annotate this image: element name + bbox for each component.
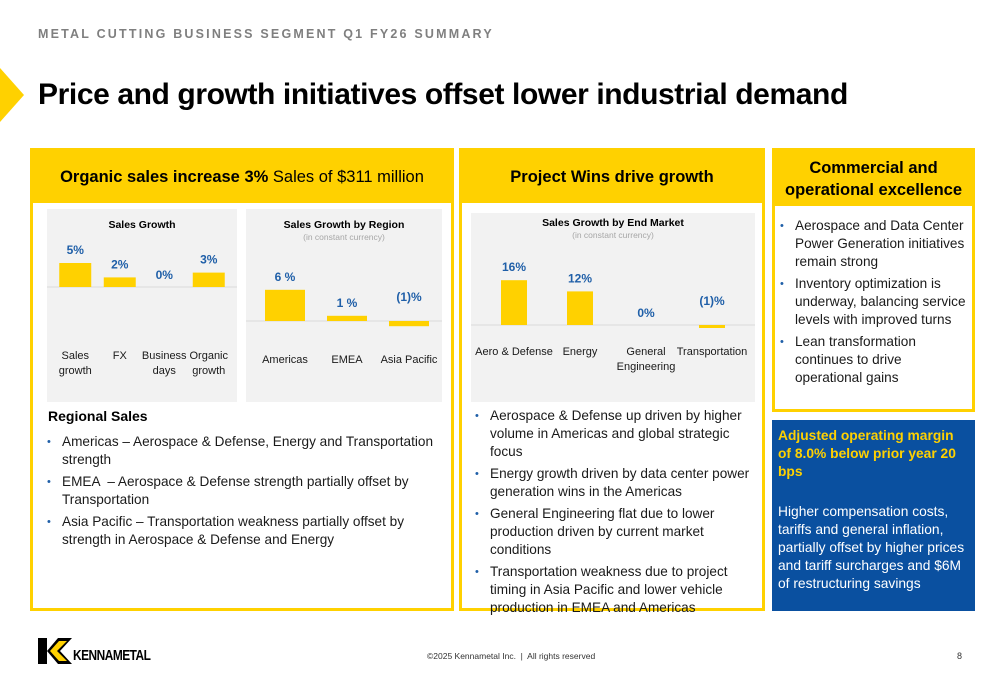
bullet-icon: • — [475, 566, 479, 578]
operating-margin-headline: Adjusted operating margin of 8.0% below … — [778, 428, 956, 479]
chevron-marker-icon — [0, 68, 24, 122]
category-label: Aero & Defense — [475, 346, 553, 358]
bullet-icon: • — [47, 516, 51, 528]
section-eyebrow: METAL CUTTING BUSINESS SEGMENT Q1 FY26 S… — [38, 27, 494, 41]
bullet-icon: • — [780, 278, 784, 290]
chart-bar — [501, 280, 527, 325]
list-item: • Aerospace and Data Center Power Generat… — [780, 218, 965, 269]
chart-svg: Sales Growth 5% Sales growth 2% FX 0% Business d… — [47, 219, 237, 377]
category-label: Organic — [189, 350, 228, 362]
bullet-icon: • — [475, 468, 479, 480]
sales-growth-by-region-chart: Sales Growth by Region (in constant curre… — [246, 209, 442, 402]
list-item: • Energy growth driven by data center pow… — [475, 466, 750, 499]
kennametal-logo: KENNAMETAL — [38, 638, 167, 664]
organic-sales-headline: Organic sales increase 3% — [60, 167, 269, 186]
commercial-excellence-panel: Commercial and operational excellence — [772, 148, 975, 412]
list-item: • Americas – Aerospace & Defense, Energy … — [47, 434, 434, 467]
chart-bar — [389, 321, 429, 327]
data-label: 0% — [156, 268, 174, 282]
project-wins-header: Project Wins drive growth — [462, 151, 762, 203]
chart-title: Sales Growth by End Market — [542, 217, 684, 229]
chart-bar — [192, 272, 225, 287]
list-item: • EMEA – Aerospace & Defense strength par… — [47, 474, 413, 507]
data-label: 5% — [67, 243, 85, 257]
page-title: Price and growth initiatives offset lowe… — [38, 78, 848, 111]
data-label: 16% — [502, 260, 526, 274]
chart-svg: Sales Growth by Region(in constant curre… — [246, 219, 442, 366]
chart-bar — [59, 263, 92, 287]
category-label: days — [153, 365, 177, 377]
chart-subtitle: (in constant currency) — [572, 230, 654, 240]
chart-bar — [327, 315, 367, 321]
category-label: Engineering — [617, 361, 676, 373]
category-label: Asia Pacific — [381, 354, 438, 366]
category-label: growth — [192, 365, 225, 377]
category-label: FX — [113, 350, 128, 362]
data-label: (1)% — [396, 290, 422, 304]
bullet-icon: • — [475, 508, 479, 520]
chart-subtitle: (in constant currency) — [303, 232, 385, 242]
data-label: 1 % — [337, 296, 358, 310]
bullet-icon: • — [47, 476, 51, 488]
logo-wordmark: KENNAMETAL — [73, 648, 151, 664]
chart-title: Sales Growth by Region — [284, 219, 405, 231]
category-label: Business — [142, 350, 187, 362]
end-market-commentary-list: • Aerospace & Defense up driven by higher… — [474, 407, 759, 621]
category-label: Transportation — [677, 346, 748, 358]
category-label: General — [626, 346, 665, 358]
kennametal-k-icon — [38, 638, 72, 664]
regional-sales-title: Regional Sales — [48, 408, 148, 424]
chart-bar — [567, 291, 593, 325]
sales-amount-text: Sales of $311 million — [268, 167, 424, 186]
bullet-icon: • — [47, 436, 51, 448]
chart-bar — [265, 289, 305, 321]
sales-growth-by-end-market-chart: Sales Growth by End Market (in constant c… — [471, 213, 755, 402]
category-label: EMEA — [331, 354, 363, 366]
regional-sales-list: • Americas – Aerospace & Defense, Energy … — [46, 433, 446, 553]
bullet-icon: • — [780, 336, 784, 348]
list-item: • Inventory optimization is underway, bal… — [780, 276, 966, 327]
commercial-excellence-header: Commercial and operational excellence — [775, 151, 972, 206]
organic-sales-header: Organic sales increase 3% Sales of $311 … — [33, 151, 451, 203]
operating-margin-box: Adjusted operating margin of 8.0% below … — [772, 420, 975, 611]
data-label: 2% — [111, 257, 129, 271]
commercial-excellence-list: • Aerospace and Data Center Power Generat… — [779, 217, 969, 391]
list-item: • Lean transformation continues to drive … — [780, 334, 916, 385]
data-label: 3% — [200, 253, 218, 267]
chart-bar — [103, 277, 136, 287]
sales-growth-chart: Sales Growth 5% Sales growth 2% FX 0% Business d… — [47, 209, 237, 402]
list-item: • Asia Pacific – Transportation weakness … — [47, 514, 405, 547]
bullet-icon: • — [780, 220, 784, 232]
data-label: 6 % — [275, 270, 296, 284]
chart-bar — [699, 325, 725, 328]
chart-title: Sales Growth — [108, 219, 175, 231]
operating-margin-body: Higher compensation costs, tariffs and g… — [778, 504, 965, 591]
category-label: growth — [59, 365, 92, 377]
category-label: Americas — [262, 354, 308, 366]
list-item: • General Engineering flat due to lower p… — [475, 506, 715, 557]
bullet-icon: • — [475, 410, 479, 422]
list-item: • Transportation weakness due to project … — [475, 564, 728, 615]
chart-svg: Sales Growth by End Market(in constant c… — [471, 217, 755, 373]
copyright-text: ©2025 Kennametal Inc. | All rights reser… — [427, 651, 596, 661]
data-label: 12% — [568, 271, 592, 285]
data-label: (1)% — [699, 294, 725, 308]
page-number: 8 — [957, 651, 963, 661]
category-label: Energy — [563, 346, 598, 358]
list-item: • Aerospace & Defense up driven by higher… — [475, 408, 742, 459]
category-label: Sales — [61, 350, 89, 362]
data-label: 0% — [637, 306, 655, 320]
